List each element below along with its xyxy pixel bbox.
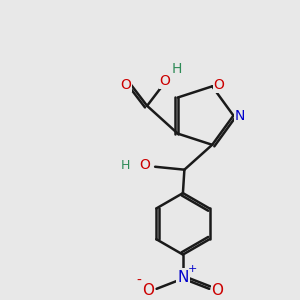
Text: O: O xyxy=(120,78,131,92)
Text: O: O xyxy=(213,78,224,92)
Text: N: N xyxy=(177,270,189,285)
Text: H: H xyxy=(121,159,130,172)
Text: O: O xyxy=(142,283,154,298)
Text: O: O xyxy=(159,74,170,88)
Text: N: N xyxy=(235,109,245,123)
Text: O: O xyxy=(140,158,150,172)
Text: H: H xyxy=(171,61,182,76)
Text: -: - xyxy=(136,274,141,288)
Text: +: + xyxy=(188,264,197,274)
Text: O: O xyxy=(212,283,224,298)
